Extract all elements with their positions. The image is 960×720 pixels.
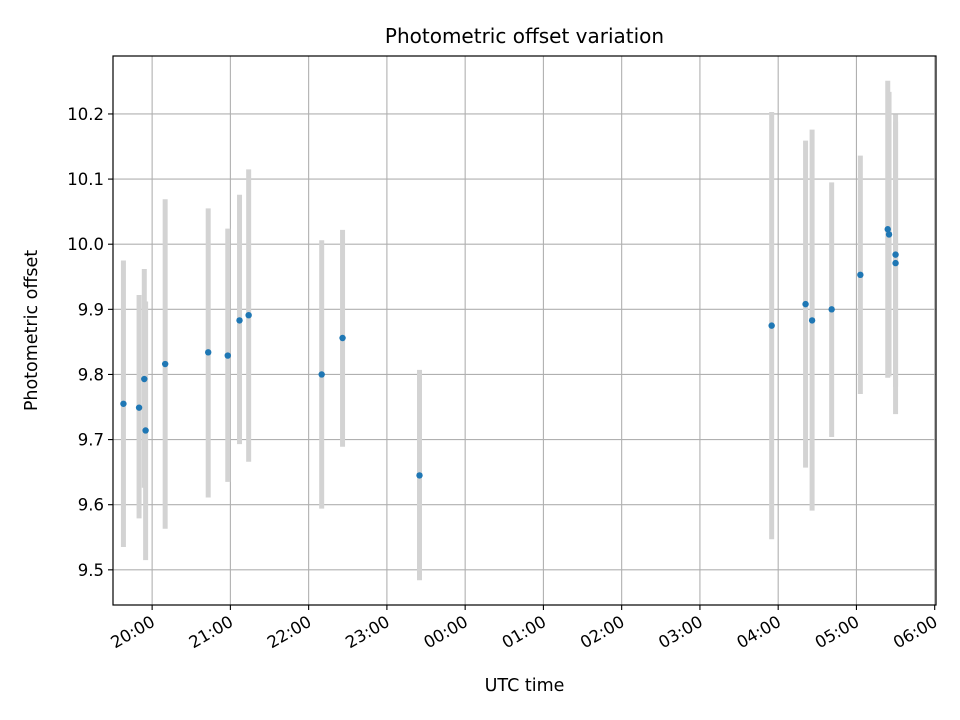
x-axis-label: UTC time — [485, 676, 565, 696]
data-point — [205, 349, 212, 356]
data-point — [768, 322, 775, 329]
x-tick-label: 01:00 — [499, 612, 550, 652]
data-point — [892, 251, 899, 258]
x-tick-label: 04:00 — [733, 612, 784, 652]
x-tick-label: 02:00 — [577, 612, 628, 652]
data-point — [339, 334, 346, 342]
data-point — [120, 400, 127, 407]
data-point — [802, 300, 809, 308]
y-tick-label: 10.2 — [67, 105, 104, 124]
y-tick-label: 9.6 — [78, 496, 104, 515]
y-tick-label: 10.0 — [67, 235, 104, 254]
data-point — [135, 404, 143, 411]
data-point — [318, 371, 325, 378]
x-tick-label: 22:00 — [264, 612, 315, 652]
data-point — [884, 226, 891, 233]
data-point — [828, 306, 835, 313]
x-tick-label: 03:00 — [655, 612, 706, 652]
x-tick-label: 06:00 — [890, 612, 941, 652]
y-axis-label: Photometric offset — [22, 250, 42, 411]
y-tick-label: 9.9 — [78, 300, 104, 319]
x-tick-label: 20:00 — [107, 612, 158, 652]
grid-lines — [113, 56, 936, 605]
data-point — [892, 259, 899, 267]
y-tick-label: 10.1 — [67, 170, 104, 189]
x-tick-label: 23:00 — [342, 612, 393, 652]
data-point — [808, 317, 816, 324]
chart-title: Photometric offset variation — [385, 24, 664, 48]
y-tick-label: 9.8 — [78, 365, 104, 384]
y-tick-label: 9.5 — [78, 561, 104, 580]
data-point — [857, 271, 864, 279]
data-point — [161, 360, 169, 368]
data-point — [142, 427, 149, 434]
data-point — [141, 375, 148, 383]
x-tick-label: 21:00 — [186, 612, 237, 652]
data-point — [885, 231, 893, 238]
x-tick-label: 05:00 — [812, 612, 863, 652]
error-bars — [120, 80, 899, 581]
data-point — [245, 311, 252, 319]
y-tick-label: 9.7 — [78, 431, 104, 450]
data-point — [236, 317, 243, 324]
x-tick-label: 00:00 — [420, 612, 471, 652]
data-point — [224, 352, 231, 359]
data-points — [120, 226, 899, 479]
data-point — [416, 472, 423, 479]
plot-area-frame — [112, 55, 937, 606]
